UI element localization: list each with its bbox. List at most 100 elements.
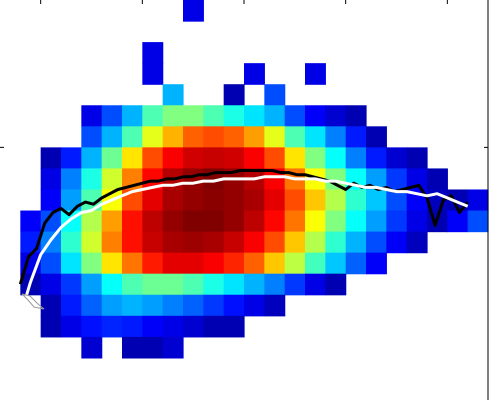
heatmap-cell bbox=[284, 126, 306, 148]
heatmap-cell bbox=[244, 273, 265, 296]
heatmap-cell bbox=[325, 147, 347, 170]
heatmap-cell bbox=[40, 294, 62, 317]
heatmap-cell bbox=[264, 294, 286, 317]
heatmap-cell bbox=[203, 147, 225, 170]
heatmap-cell bbox=[366, 126, 387, 148]
heatmap-cell bbox=[81, 252, 103, 275]
heatmap-cell bbox=[244, 189, 265, 212]
heatmap-cell bbox=[203, 315, 225, 338]
heatmap-cell bbox=[122, 126, 143, 148]
heatmap-cell bbox=[223, 147, 245, 170]
heatmap-cell bbox=[264, 273, 286, 296]
heatmap-cell bbox=[61, 273, 82, 296]
heatmap-cell bbox=[244, 147, 265, 170]
heatmap-cell bbox=[203, 189, 225, 212]
heatmap-cell bbox=[264, 252, 286, 275]
heatmap-cell bbox=[223, 210, 245, 233]
heatmap-cell bbox=[447, 210, 469, 233]
heatmap-cell bbox=[264, 231, 286, 254]
heatmap-cell bbox=[81, 168, 103, 191]
heatmap-cell bbox=[406, 168, 428, 191]
heatmap-cell bbox=[162, 294, 184, 317]
heatmap-cell bbox=[305, 273, 326, 296]
heatmap-cell bbox=[305, 105, 326, 127]
heatmap-cell bbox=[183, 210, 204, 233]
heatmap-cell bbox=[162, 84, 184, 106]
heatmap-cell bbox=[264, 210, 286, 233]
heatmap-cell bbox=[223, 273, 245, 296]
heatmap-cell bbox=[101, 105, 123, 127]
heatmap-cell bbox=[61, 231, 82, 254]
heatmap-cell bbox=[81, 336, 103, 359]
heatmap-cell bbox=[305, 189, 326, 212]
heatmap-cell bbox=[61, 189, 82, 212]
heatmap-cell bbox=[101, 252, 123, 275]
heatmap-cell bbox=[183, 147, 204, 170]
heatmap-cell bbox=[122, 273, 143, 296]
heatmap-cell bbox=[305, 63, 326, 85]
heatmap-cell bbox=[345, 147, 367, 170]
heatmap-cell bbox=[406, 231, 428, 254]
heatmap-cell bbox=[244, 231, 265, 254]
heatmap-cell bbox=[40, 210, 62, 233]
heatmap-cell bbox=[183, 0, 204, 22]
heatmap-cell bbox=[183, 273, 204, 296]
heatmap-cell bbox=[101, 147, 123, 170]
heatmap-cell bbox=[386, 168, 408, 191]
heatmap-cell bbox=[305, 126, 326, 148]
heatmap-cell bbox=[142, 336, 164, 359]
heatmap-cell bbox=[305, 210, 326, 233]
heatmap-cell bbox=[284, 105, 306, 127]
heatmap-cell bbox=[162, 210, 184, 233]
heatmap-cell bbox=[40, 315, 62, 338]
series-lines bbox=[18, 169, 469, 317]
heatmap-cell bbox=[122, 210, 143, 233]
heatmap-cell bbox=[101, 315, 123, 338]
heatmap-cell bbox=[183, 189, 204, 212]
heatmap-cell bbox=[467, 210, 489, 233]
heatmap-cell bbox=[101, 126, 123, 148]
heatmap-cell bbox=[264, 147, 286, 170]
heatmap-cell bbox=[325, 273, 347, 296]
outlier-marker bbox=[21, 293, 45, 310]
heatmap-cell bbox=[40, 168, 62, 191]
heatmap-cell bbox=[345, 231, 367, 254]
heatmap-cell bbox=[142, 147, 164, 170]
heatmap-cell bbox=[244, 210, 265, 233]
heatmap-cell bbox=[386, 210, 408, 233]
heatmap-cell bbox=[325, 252, 347, 275]
heatmap-cell bbox=[183, 252, 204, 275]
heatmap-cell bbox=[183, 168, 204, 191]
heatmap-cell bbox=[406, 210, 428, 233]
heatmap-cell bbox=[40, 189, 62, 212]
heatmap-cell bbox=[162, 231, 184, 254]
heatmap-cell bbox=[61, 315, 82, 338]
heatmap-cell bbox=[122, 294, 143, 317]
heatmap-cell bbox=[142, 273, 164, 296]
heatmap-cell bbox=[101, 168, 123, 191]
heatmap-cell bbox=[325, 168, 347, 191]
heatmap-cell bbox=[81, 210, 103, 233]
heatmap-cell bbox=[142, 189, 164, 212]
heatmap-cell bbox=[345, 189, 367, 212]
heatmap-cell bbox=[223, 315, 245, 338]
heatmap-cell bbox=[284, 210, 306, 233]
heatmap-cell bbox=[142, 63, 164, 85]
heatmap-cell bbox=[162, 252, 184, 275]
heatmap-cell bbox=[40, 147, 62, 170]
heatmap-cell bbox=[61, 147, 82, 170]
heatmap-cell bbox=[122, 252, 143, 275]
heatmap-cell bbox=[81, 231, 103, 254]
heatmap-cell bbox=[223, 189, 245, 212]
heatmap-cell bbox=[386, 189, 408, 212]
series-line-white bbox=[18, 175, 469, 317]
heatmap-cell bbox=[61, 168, 82, 191]
heatmap-cell bbox=[244, 252, 265, 275]
heatmap-cell bbox=[345, 105, 367, 127]
heatmap-cell bbox=[162, 273, 184, 296]
heatmap-cell bbox=[81, 315, 103, 338]
heatmap-cell bbox=[223, 105, 245, 127]
heatmap-cell bbox=[162, 126, 184, 148]
heatmap-cell bbox=[244, 126, 265, 148]
